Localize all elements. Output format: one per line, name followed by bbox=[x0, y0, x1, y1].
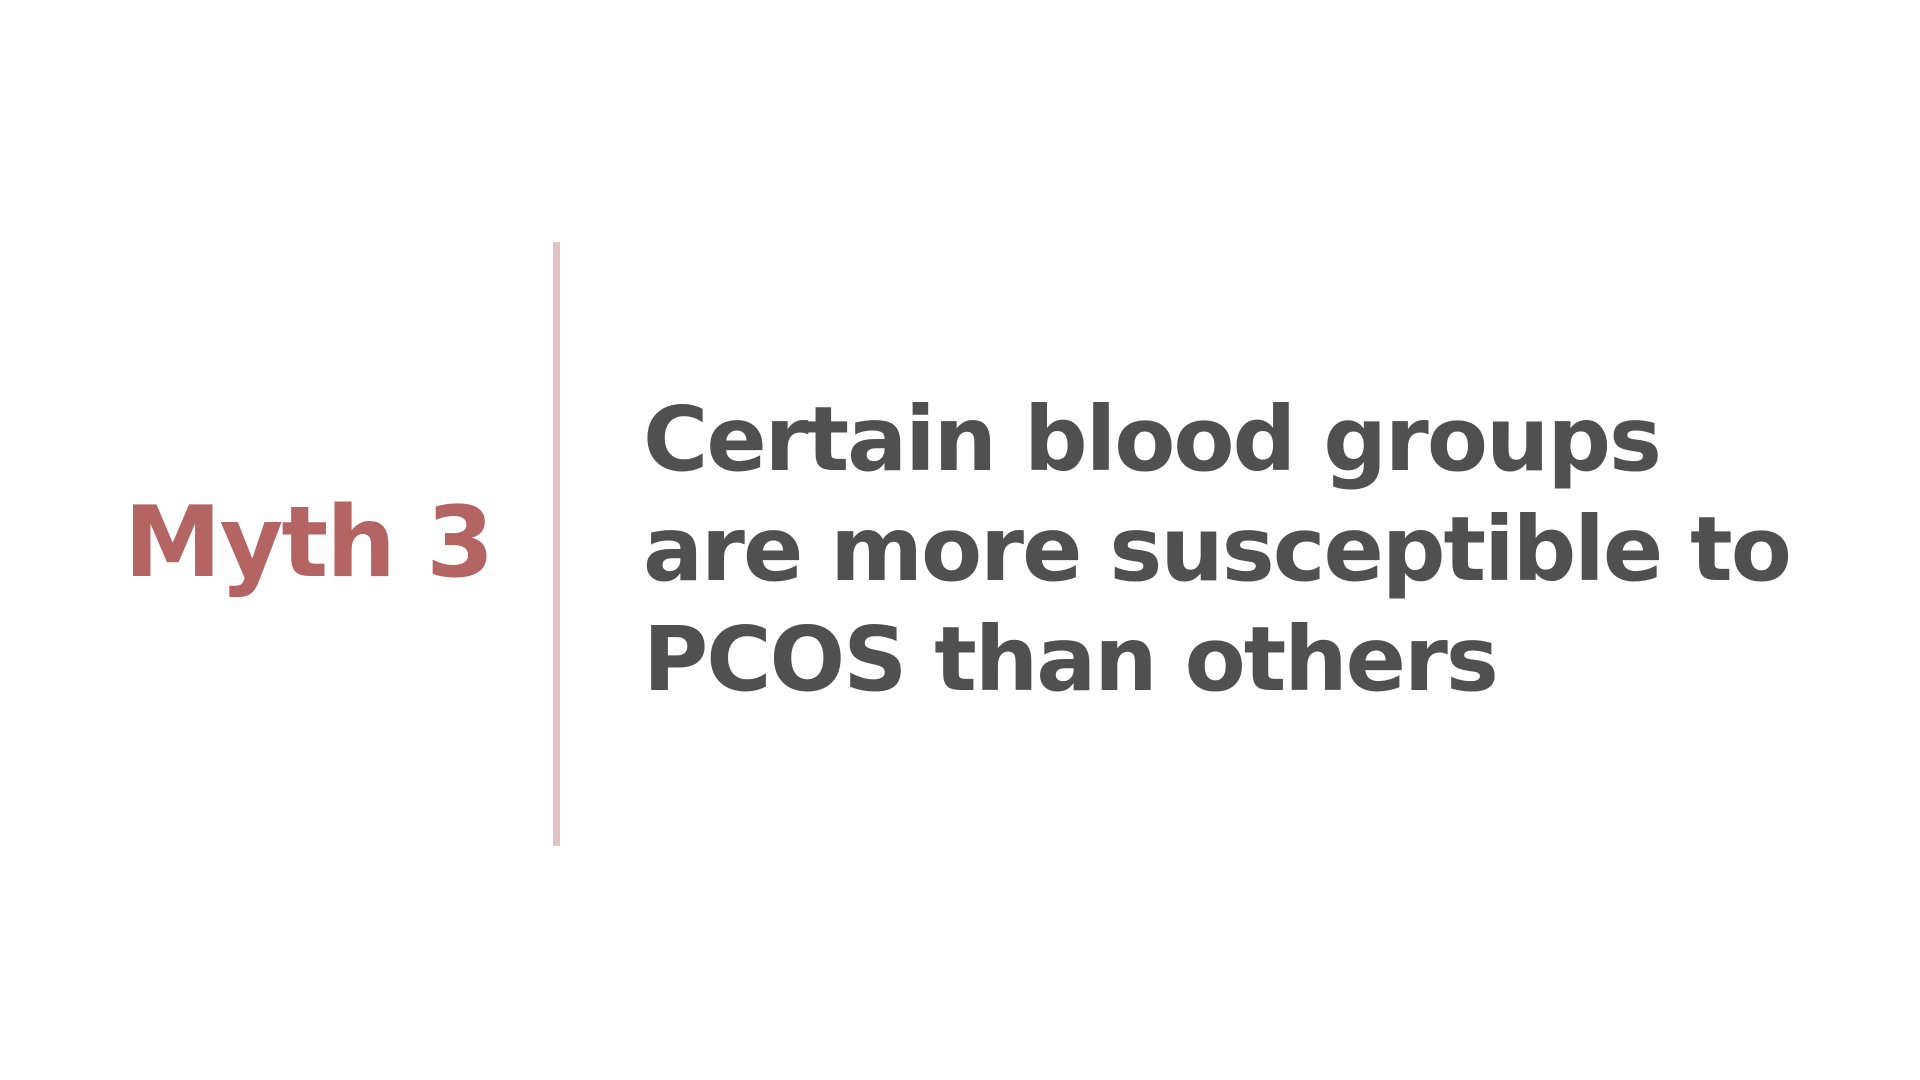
statement-line-1: Certain blood groups bbox=[643, 387, 1662, 491]
myth-statement: Certain blood groups are more susceptibl… bbox=[643, 384, 1823, 714]
myth-label: Myth 3 bbox=[124, 486, 494, 600]
statement-line-2: are more susceptible to bbox=[643, 497, 1792, 601]
vertical-divider bbox=[553, 242, 560, 846]
statement-line-3: PCOS than others bbox=[643, 607, 1499, 711]
